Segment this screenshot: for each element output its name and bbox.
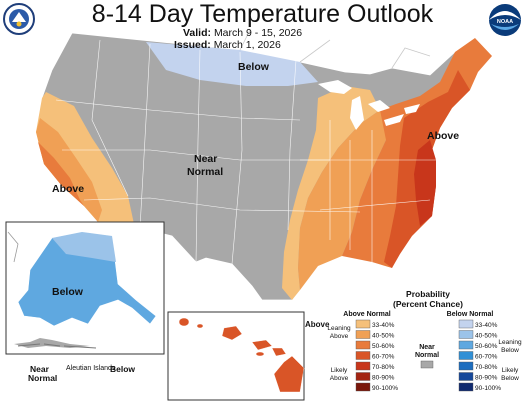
valid-line: Valid: March 9 - 15, 2026 (183, 27, 302, 39)
above-area-west-40 (36, 118, 102, 222)
issued-label: Issued: (174, 39, 211, 51)
hawaii-above-islands (178, 317, 305, 393)
issued-line: Issued: March 1, 2026 (174, 39, 281, 51)
above-area-west-50 (38, 142, 84, 206)
great-lakes (318, 80, 420, 130)
russia-outline (7, 231, 19, 263)
department-seal (3, 3, 35, 35)
label-aleutian: Aleutian Islands (66, 365, 116, 372)
label-alaska-near-line2: Normal (28, 373, 57, 383)
label-hawaii-above: Above (305, 320, 330, 329)
canada-outline (239, 29, 431, 69)
below-normal-area-north (146, 42, 318, 86)
label-below-north: Below (238, 61, 270, 73)
state-boundaries (55, 39, 440, 265)
label-near-normal-line2: Normal (187, 166, 223, 178)
page-title: 8-14 Day Temperature Outlook (91, 0, 434, 28)
valid-label: Valid: (183, 27, 212, 39)
label-near-normal-line1: Near (194, 153, 217, 165)
label-alaska-below: Below (52, 286, 84, 298)
noaa-logo-text: NOAA (497, 19, 513, 25)
label-above-west: Above (52, 183, 84, 195)
label-above-east: Above (427, 130, 459, 142)
label-alaska-near-line1: Near (30, 364, 50, 374)
issued-value: March 1, 2026 (213, 39, 281, 51)
aleutian-islands (17, 343, 97, 349)
label-aleutian-below: Below (110, 364, 135, 374)
above-area-east-40 (298, 104, 396, 290)
alaska-near-normal-area (14, 338, 90, 348)
valid-value: March 9 - 15, 2026 (213, 27, 303, 39)
noaa-logo: NOAA (489, 4, 521, 36)
alaska-below-area-light (52, 232, 116, 262)
above-area-east-70 (414, 140, 436, 226)
above-area-west-33 (36, 92, 134, 224)
above-area-east-33 (282, 86, 380, 300)
